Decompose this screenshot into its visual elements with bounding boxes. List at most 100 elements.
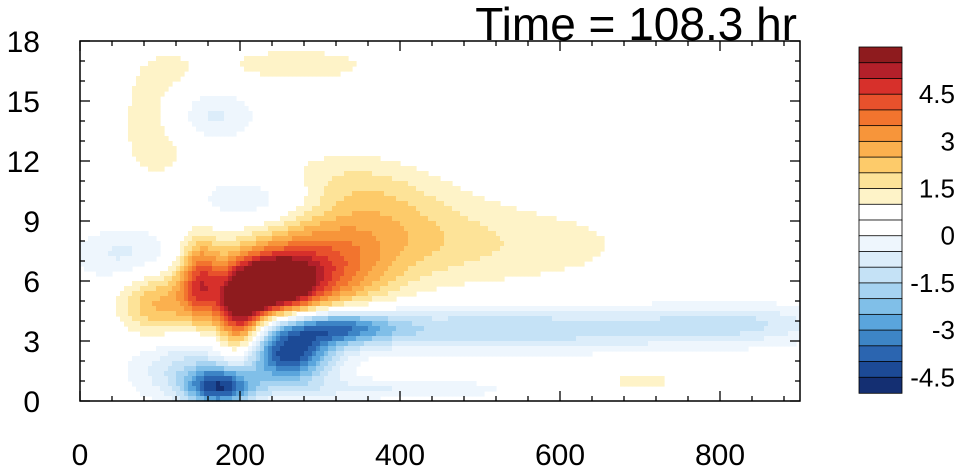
heatmap-cell	[284, 306, 289, 312]
heatmap-cell	[128, 286, 133, 292]
heatmap-cell	[508, 241, 513, 247]
heatmap-cell	[684, 306, 689, 312]
heatmap-cell	[188, 346, 193, 352]
heatmap-cell	[424, 311, 429, 317]
heatmap-cell	[156, 76, 161, 82]
heatmap-cell	[532, 331, 537, 337]
heatmap-cell	[336, 376, 341, 382]
heatmap-cell	[140, 231, 145, 237]
heatmap-cell	[340, 241, 345, 247]
heatmap-cell	[220, 326, 225, 332]
heatmap-cell	[408, 291, 413, 297]
heatmap-cell	[344, 346, 349, 352]
heatmap-cell	[668, 341, 673, 347]
heatmap-cell	[156, 346, 161, 352]
heatmap-cell	[388, 211, 393, 217]
heatmap-cell	[308, 241, 313, 247]
heatmap-cell	[328, 351, 333, 357]
heatmap-cell	[508, 231, 513, 237]
heatmap-cell	[448, 211, 453, 217]
heatmap-cell	[340, 266, 345, 272]
heatmap-cell	[560, 236, 565, 242]
heatmap-cell	[408, 276, 413, 282]
heatmap-cell	[284, 291, 289, 297]
heatmap-cell	[500, 321, 505, 327]
heatmap-cell	[416, 331, 421, 337]
heatmap-cell	[564, 251, 569, 257]
heatmap-cell	[492, 276, 497, 282]
heatmap-cell	[536, 226, 541, 232]
heatmap-cell	[144, 371, 149, 377]
heatmap-cell	[328, 381, 333, 387]
heatmap-cell	[468, 276, 473, 282]
heatmap-cell	[380, 246, 385, 252]
heatmap-cell	[552, 241, 557, 247]
heatmap-cell	[260, 196, 265, 202]
heatmap-cell	[492, 386, 497, 392]
heatmap-cell	[336, 166, 341, 172]
heatmap-cell	[340, 261, 345, 267]
heatmap-cell	[260, 56, 265, 62]
heatmap-cell	[772, 301, 777, 307]
heatmap-cell	[152, 291, 157, 297]
heatmap-cell	[408, 336, 413, 342]
heatmap-cell	[132, 121, 137, 127]
heatmap-cell	[220, 131, 225, 137]
heatmap-cell	[224, 231, 229, 237]
heatmap-cell	[476, 236, 481, 242]
heatmap-cell	[112, 251, 117, 257]
heatmap-cell	[320, 221, 325, 227]
heatmap-cell	[284, 376, 289, 382]
heatmap-cell	[536, 251, 541, 257]
heatmap-cell	[532, 211, 537, 217]
heatmap-cell	[184, 276, 189, 282]
heatmap-cell	[488, 311, 493, 317]
heatmap-cell	[188, 291, 193, 297]
heatmap-cell	[268, 311, 273, 317]
heatmap-cell	[168, 346, 173, 352]
heatmap-cell	[480, 331, 485, 337]
heatmap-cell	[148, 276, 153, 282]
heatmap-cell	[352, 226, 357, 232]
heatmap-cell	[460, 211, 465, 217]
heatmap-cell	[352, 211, 357, 217]
heatmap-cell	[420, 311, 425, 317]
heatmap-cell	[372, 246, 377, 252]
heatmap-cell	[224, 301, 229, 307]
heatmap-cell	[244, 361, 249, 367]
heatmap-cell	[248, 331, 253, 337]
heatmap-cell	[476, 321, 481, 327]
heatmap-cell	[404, 286, 409, 292]
heatmap-cell	[236, 321, 241, 327]
heatmap-cell	[644, 331, 649, 337]
heatmap-cell	[304, 251, 309, 257]
heatmap-cell	[156, 136, 161, 142]
heatmap-cell	[356, 196, 361, 202]
heatmap-cell	[348, 351, 353, 357]
heatmap-cell	[292, 261, 297, 267]
heatmap-cell	[348, 216, 353, 222]
heatmap-cell	[220, 201, 225, 207]
heatmap-cell	[352, 166, 357, 172]
heatmap-cell	[144, 306, 149, 312]
heatmap-cell	[316, 191, 321, 197]
heatmap-cell	[360, 216, 365, 222]
heatmap-cell	[592, 331, 597, 337]
heatmap-cell	[356, 341, 361, 347]
heatmap-cell	[320, 336, 325, 342]
heatmap-cell	[348, 366, 353, 372]
heatmap-cell	[716, 301, 721, 307]
heatmap-cell	[708, 316, 713, 322]
heatmap-cell	[652, 331, 657, 337]
heatmap-cell	[372, 161, 377, 167]
heatmap-cell	[428, 391, 433, 397]
heatmap-cell	[312, 186, 317, 192]
heatmap-cell	[340, 346, 345, 352]
heatmap-cell	[548, 306, 553, 312]
heatmap-cell	[532, 271, 537, 277]
heatmap-cell	[520, 306, 525, 312]
heatmap-cell	[312, 371, 317, 377]
heatmap-cell	[556, 256, 561, 262]
heatmap-cell	[132, 86, 137, 92]
